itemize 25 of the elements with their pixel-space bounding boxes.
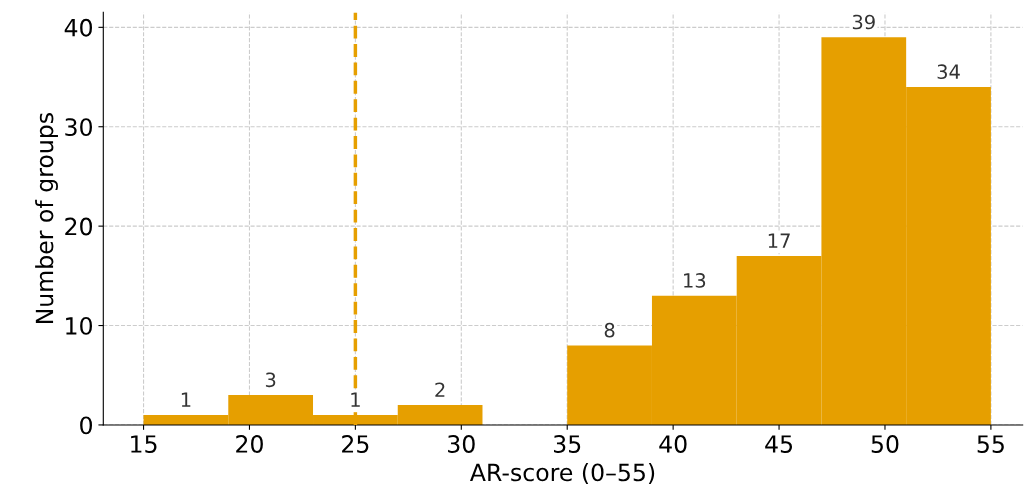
x-tick-label: 45 <box>765 435 793 453</box>
data-label: 3 <box>265 372 276 388</box>
y-tick-label: 20 <box>65 217 93 236</box>
data-label: 2 <box>435 382 445 397</box>
data-label: 8 <box>604 322 615 338</box>
y-tick-label: 40 <box>64 18 93 37</box>
x-tick-label: 30 <box>448 435 475 453</box>
y-axis-title: Number of groups <box>35 113 58 324</box>
data-label: 13 <box>684 273 706 288</box>
y-tick-label: 30 <box>65 118 93 137</box>
data-label: 39 <box>852 14 875 30</box>
x-tick-label: 35 <box>554 435 581 453</box>
x-tick-label: 15 <box>131 435 157 453</box>
x-axis-title: AR-score (0–55) <box>469 463 655 485</box>
x-tick-label: 55 <box>977 435 1004 453</box>
data-label: 1 <box>181 392 191 407</box>
x-tick-label: 50 <box>871 435 899 453</box>
y-tick-label: 0 <box>80 416 93 435</box>
x-tick-label: 25 <box>342 435 369 453</box>
data-label: 34 <box>937 64 960 80</box>
data-label: 17 <box>768 233 790 248</box>
x-tick-label: 20 <box>236 435 263 453</box>
x-tick-label: 40 <box>659 435 687 453</box>
y-tick-label: 10 <box>66 316 93 335</box>
data-label: 1 <box>351 392 360 407</box>
